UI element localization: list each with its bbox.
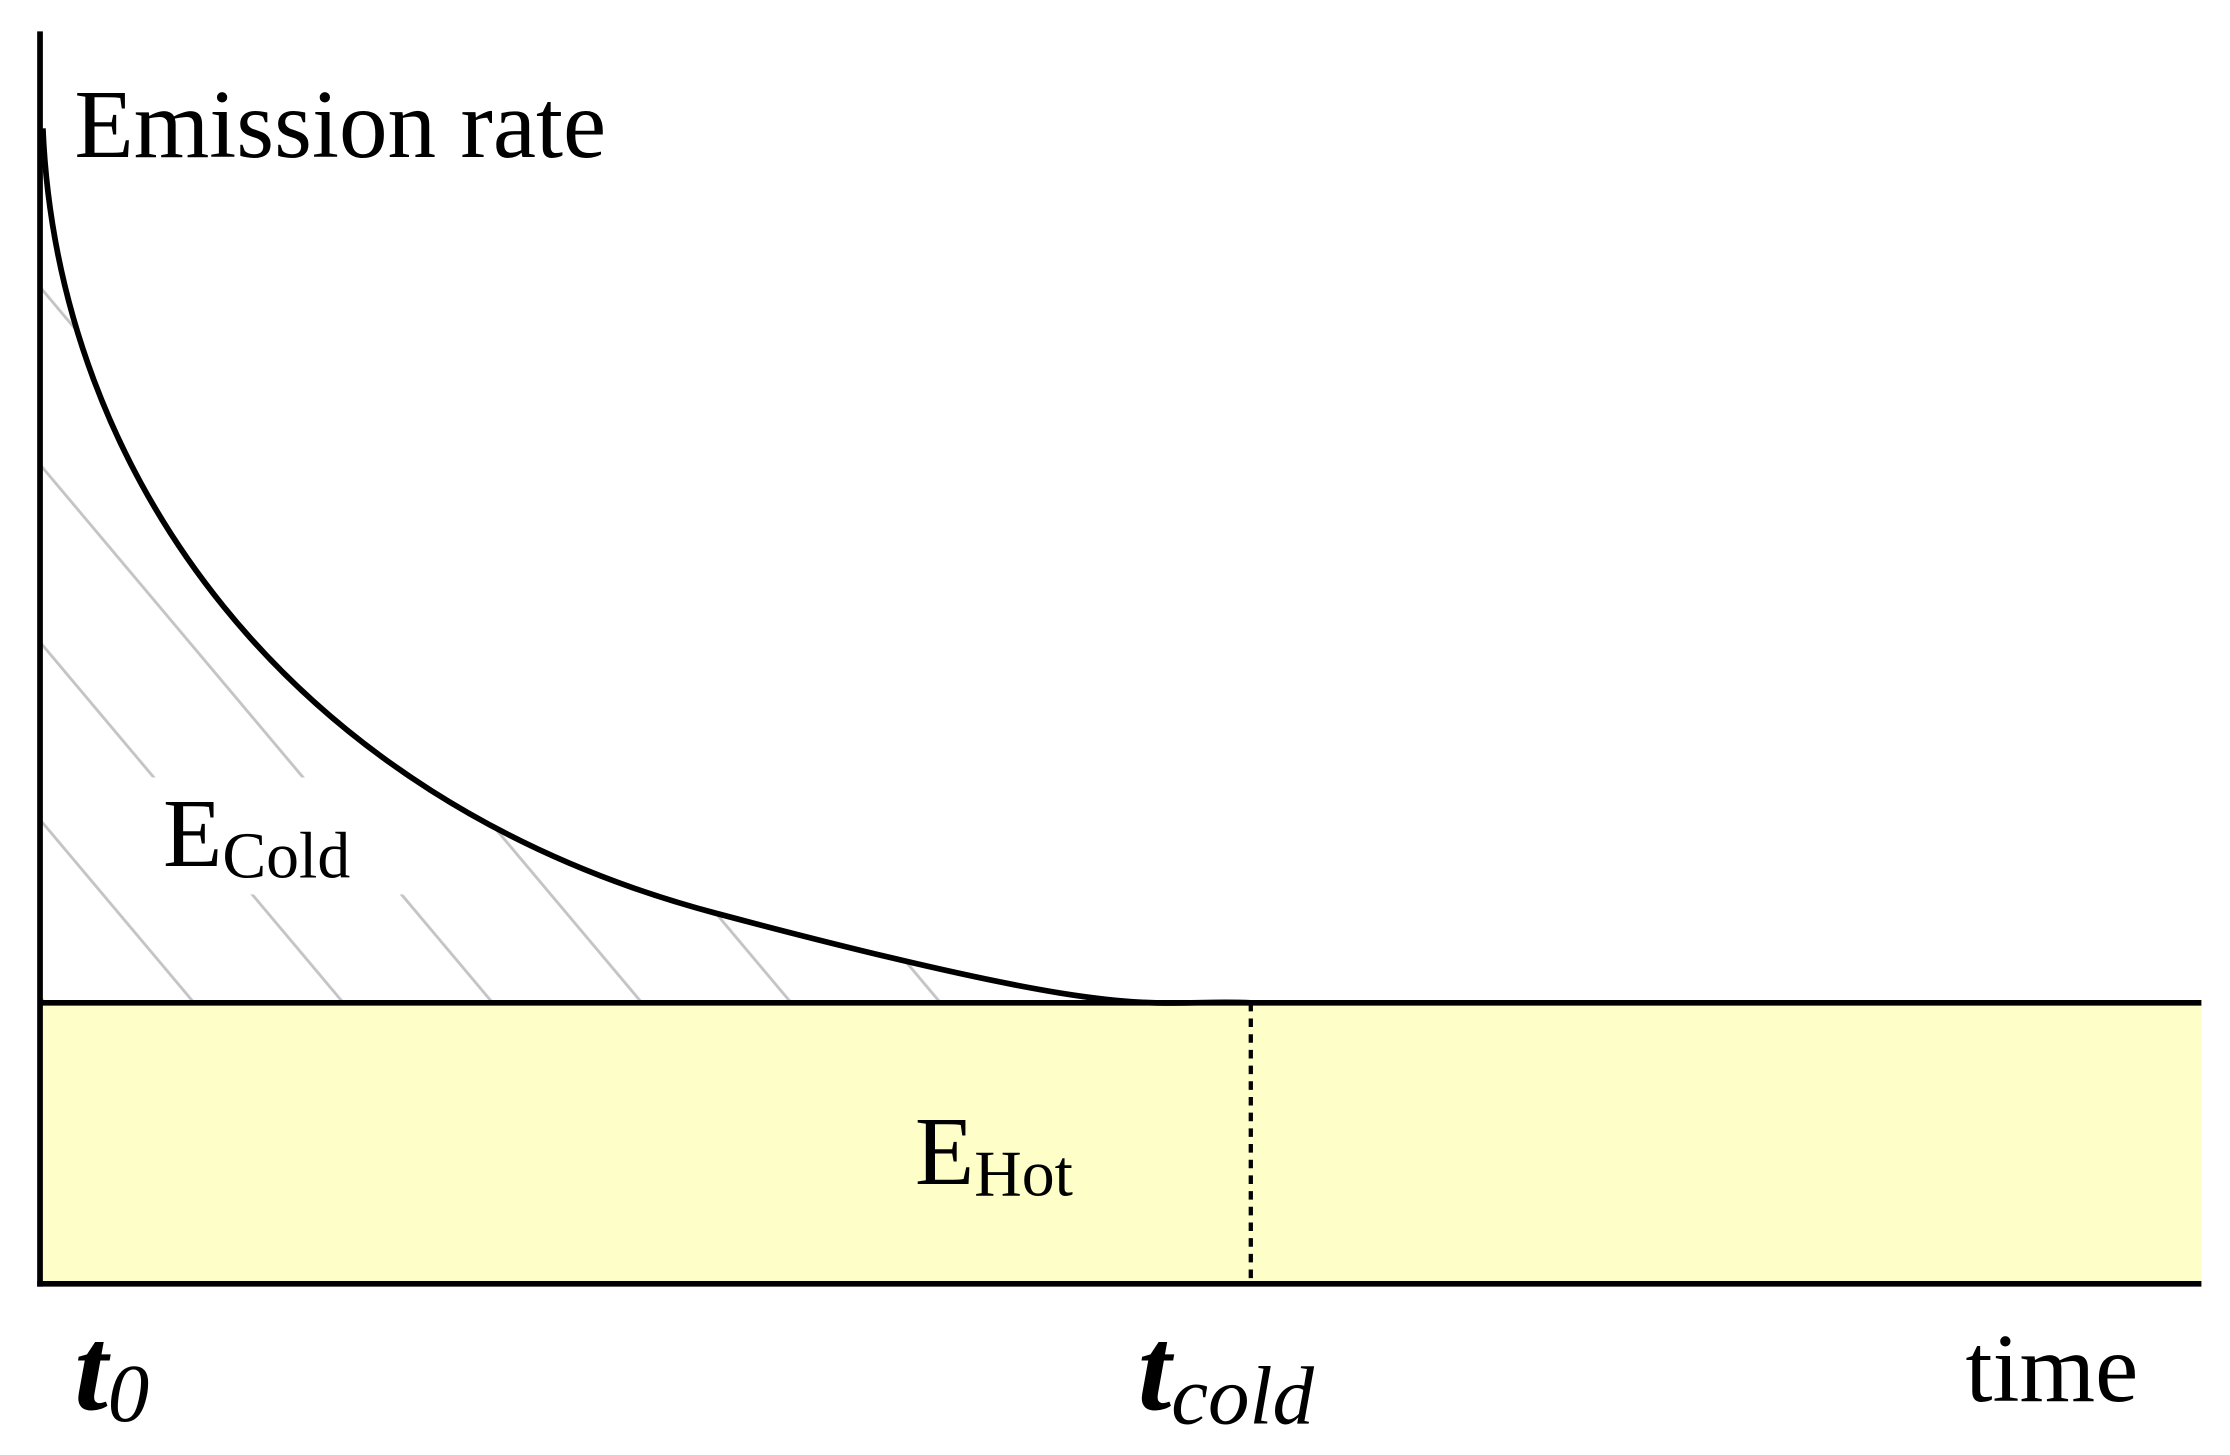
- x-axis-label: time: [1966, 1315, 2139, 1423]
- tcold-sub: cold: [1171, 1350, 1314, 1442]
- tcold-label: tcold: [1138, 1302, 1315, 1441]
- cold-label: ECold: [163, 780, 350, 892]
- hot-label-sub: Hot: [974, 1137, 1073, 1210]
- hot-region: [40, 1002, 2202, 1284]
- t0-sub: 0: [108, 1347, 149, 1439]
- tcold-main: t: [1138, 1302, 1175, 1435]
- cold-label-main: E: [163, 780, 222, 888]
- label-backdrop: [131, 777, 418, 895]
- t0-label: t0: [74, 1302, 149, 1438]
- cold-label-sub: Cold: [222, 819, 350, 892]
- t0-main: t: [74, 1302, 111, 1435]
- y-axis-label: Emission rate: [74, 71, 606, 179]
- hot-label: EHot: [915, 1098, 1073, 1210]
- hot-label-main: E: [915, 1098, 974, 1206]
